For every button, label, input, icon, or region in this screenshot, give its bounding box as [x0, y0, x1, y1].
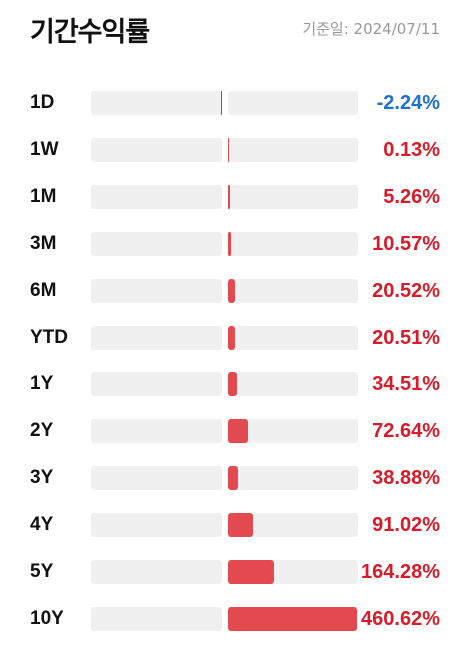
value-bar — [228, 607, 357, 631]
value-label: 460.62% — [361, 608, 440, 630]
value-label: 72.64% — [372, 420, 440, 442]
value-bar — [228, 279, 235, 303]
value-bar — [228, 560, 274, 584]
category-label: 5Y — [30, 561, 54, 582]
value-label: 10.57% — [372, 233, 440, 255]
value-label: 38.88% — [372, 467, 440, 489]
value-bar — [228, 326, 235, 350]
category-label: 4Y — [30, 514, 54, 535]
negative-track — [91, 466, 222, 490]
negative-track — [91, 560, 222, 584]
negative-track — [91, 91, 222, 115]
chart-row-1m: 1M 5.26% — [0, 185, 470, 209]
chart-row-1y: 1Y 34.51% — [0, 372, 470, 396]
chart-row-3m: 3M 10.57% — [0, 232, 470, 256]
category-label: 1D — [30, 92, 55, 113]
category-label: 3M — [30, 233, 57, 254]
chart-row-1d: 1D -2.24% — [0, 91, 470, 115]
positive-track — [228, 279, 358, 303]
category-label: 1Y — [30, 373, 54, 394]
chart-row-2y: 2Y 72.64% — [0, 419, 470, 443]
value-bar — [228, 232, 231, 256]
negative-track — [91, 326, 222, 350]
positive-track — [228, 185, 358, 209]
chart-row-3y: 3Y 38.88% — [0, 466, 470, 490]
negative-track — [91, 513, 222, 537]
value-label: 164.28% — [361, 561, 440, 583]
chart-row-5y: 5Y 164.28% — [0, 560, 470, 584]
value-label: 91.02% — [372, 514, 440, 536]
category-label: 2Y — [30, 420, 54, 441]
value-bar — [228, 372, 237, 396]
chart-row-10y: 10Y 460.62% — [0, 607, 470, 631]
value-label: 34.51% — [372, 373, 440, 395]
negative-track — [91, 185, 222, 209]
category-label: 10Y — [30, 608, 64, 629]
positive-track — [228, 138, 358, 162]
negative-track — [91, 607, 222, 631]
positive-track — [228, 372, 358, 396]
negative-track — [91, 419, 222, 443]
positive-track — [228, 232, 358, 256]
category-label: 6M — [30, 280, 57, 301]
positive-track — [228, 91, 358, 115]
chart-row-ytd: YTD 20.51% — [0, 326, 470, 350]
value-label: 20.51% — [372, 327, 440, 349]
chart-row-1w: 1W 0.13% — [0, 138, 470, 162]
positive-track — [228, 466, 358, 490]
category-label: 1W — [30, 139, 59, 160]
negative-track — [91, 232, 222, 256]
value-label: 5.26% — [383, 186, 440, 208]
value-label: 0.13% — [383, 139, 440, 161]
category-label: 1M — [30, 186, 57, 207]
value-bar — [228, 513, 253, 537]
category-label: YTD — [30, 327, 68, 348]
negative-track — [91, 138, 222, 162]
page-title: 기간수익률 — [30, 17, 150, 48]
chart-row-4y: 4Y 91.02% — [0, 513, 470, 537]
positive-track — [228, 326, 358, 350]
base-date: 기준일: 2024/07/11 — [302, 20, 440, 38]
negative-track — [91, 279, 222, 303]
value-bar — [228, 419, 248, 443]
chart-row-6m: 6M 20.52% — [0, 279, 470, 303]
positive-track — [228, 419, 358, 443]
category-label: 3Y — [30, 467, 54, 488]
value-label: -2.24% — [376, 92, 440, 114]
value-bar — [228, 138, 229, 162]
negative-track — [91, 372, 222, 396]
value-bar — [221, 91, 222, 115]
value-bar — [228, 466, 238, 490]
value-bar — [228, 185, 230, 209]
value-label: 20.52% — [372, 280, 440, 302]
